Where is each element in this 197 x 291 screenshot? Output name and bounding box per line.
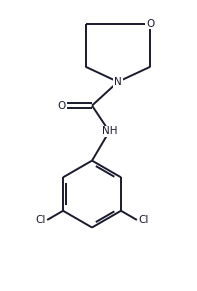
- Text: Cl: Cl: [36, 215, 46, 225]
- Text: N: N: [114, 77, 122, 87]
- Text: O: O: [146, 19, 154, 29]
- Text: O: O: [58, 101, 66, 111]
- Text: NH: NH: [101, 127, 117, 136]
- Text: Cl: Cl: [138, 215, 148, 225]
